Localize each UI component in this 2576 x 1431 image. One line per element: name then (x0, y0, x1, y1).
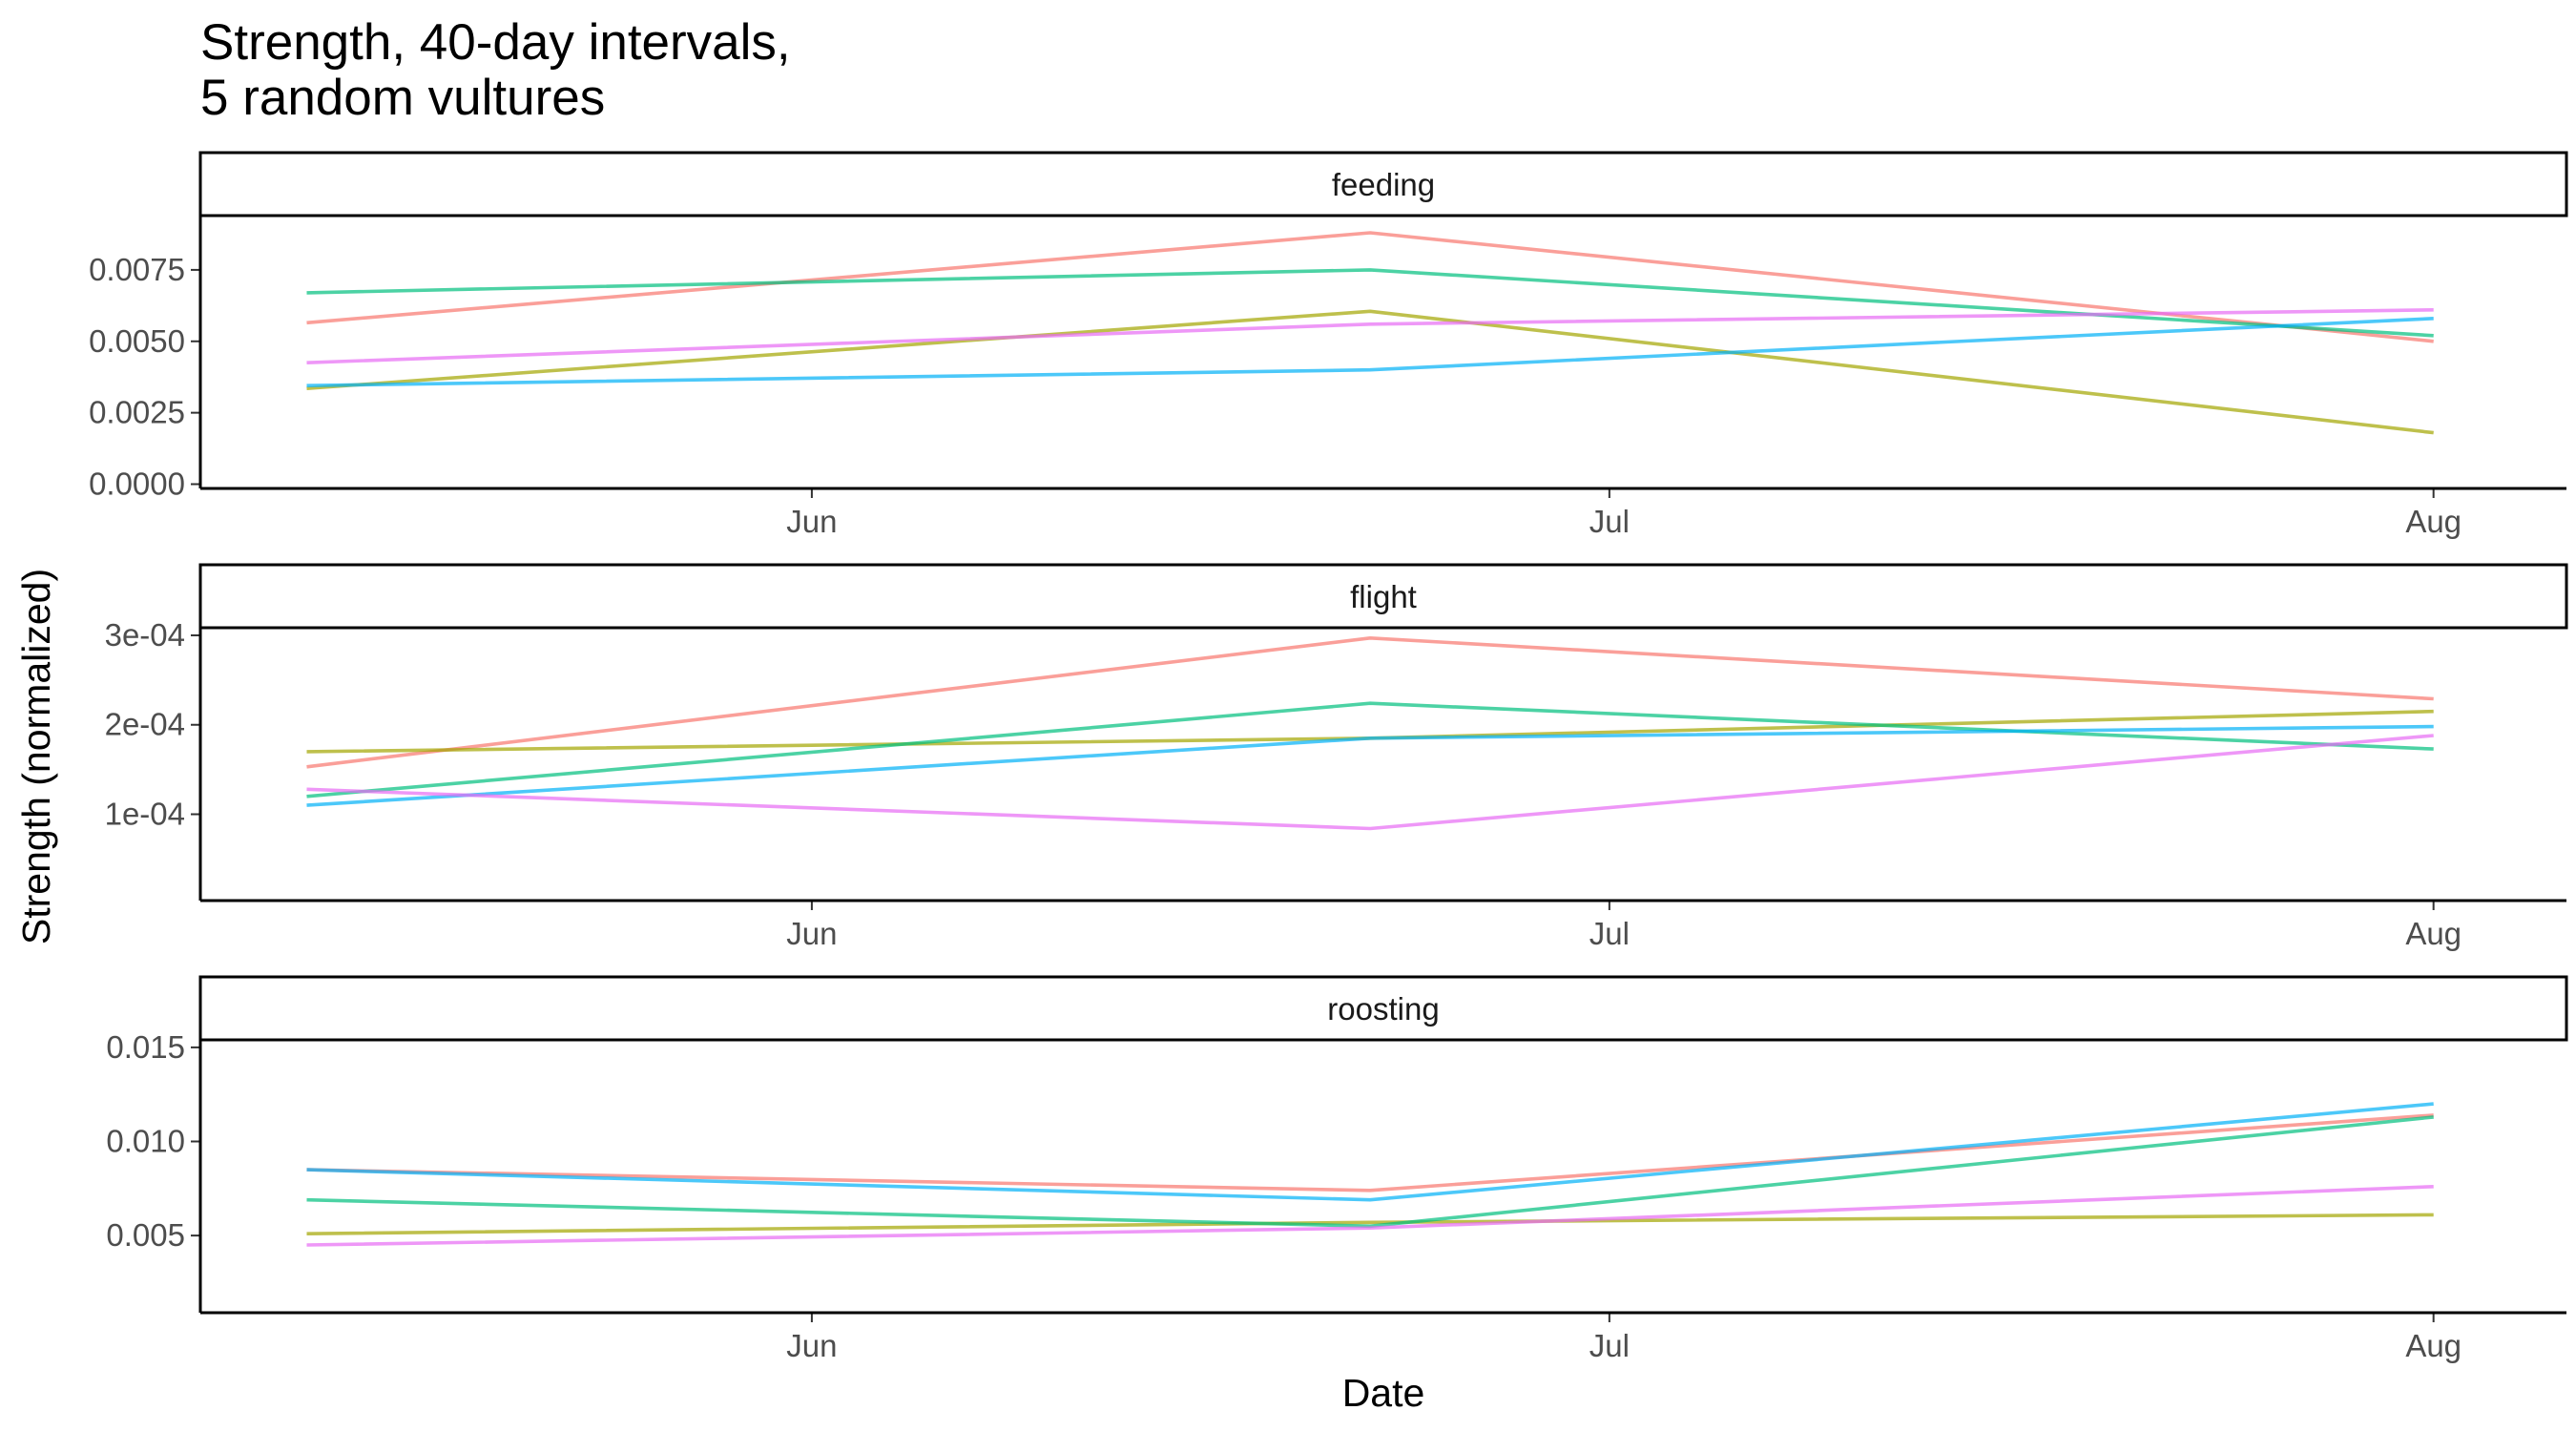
x-tick-label: Jul (1589, 916, 1630, 951)
facet-feeding: feeding 0.0000 0.0025 0.0050 0.0075 Jun Jul Aug (89, 151, 2568, 539)
series-line-4 (306, 1102, 2434, 1202)
series-line-1 (306, 231, 2434, 343)
y-tick-label: 3e-04 (105, 617, 185, 653)
x-tick-label: Jul (1589, 504, 1630, 539)
series-line-5 (306, 734, 2434, 831)
y-tick-label: 0.010 (106, 1124, 185, 1159)
series-line-1 (306, 635, 2434, 769)
y-tick-label: 1e-04 (105, 797, 185, 832)
series-line-2 (306, 1213, 2434, 1235)
facet-strip (198, 975, 2568, 1042)
facet-strip (198, 563, 2568, 630)
facet-strip-label: roosting (1327, 991, 1439, 1027)
facet-roosting: roosting 0.005 0.010 0.015 Jun Jul Aug (106, 975, 2568, 1363)
facet-strip-label: flight (1350, 579, 1417, 614)
series-line-2 (306, 309, 2434, 435)
series-line-5 (306, 308, 2434, 364)
series-line-4 (306, 724, 2434, 807)
x-tick-label: Jun (786, 916, 837, 951)
y-tick-label: 0.0075 (89, 252, 185, 287)
y-tick-label: 0.0000 (89, 467, 185, 502)
facet-strip-label: feeding (1332, 167, 1435, 202)
series-line-3 (306, 1115, 2434, 1229)
facets-layer: feeding 0.0000 0.0025 0.0050 0.0075 Jun Jul Aug… (89, 151, 2568, 1363)
x-tick-label: Aug (2405, 916, 2462, 951)
chart-subtitle: 5 random vultures (200, 70, 605, 126)
y-axis-title: Strength (normalized) (14, 569, 58, 944)
x-tick-label: Jun (786, 504, 837, 539)
facet-flight: flight 1e-04 2e-04 3e-04 Jun Jul Aug (105, 563, 2568, 951)
y-tick-label: 0.015 (106, 1029, 185, 1065)
x-axis-title: Date (1342, 1371, 1425, 1415)
x-tick-label: Aug (2405, 504, 2462, 539)
series-line-3 (306, 701, 2434, 798)
y-tick-label: 0.005 (106, 1217, 185, 1253)
y-tick-label: 2e-04 (105, 707, 185, 742)
x-tick-label: Jul (1589, 1328, 1630, 1363)
x-tick-label: Aug (2405, 1328, 2462, 1363)
y-tick-label: 0.0025 (89, 395, 185, 430)
x-tick-label: Jun (786, 1328, 837, 1363)
series-line-4 (306, 317, 2434, 387)
y-tick-label: 0.0050 (89, 323, 185, 359)
facet-strip (198, 151, 2568, 218)
series-line-1 (306, 1113, 2434, 1192)
series-line-5 (306, 1185, 2434, 1247)
chart-title: Strength, 40-day intervals, (200, 14, 791, 71)
